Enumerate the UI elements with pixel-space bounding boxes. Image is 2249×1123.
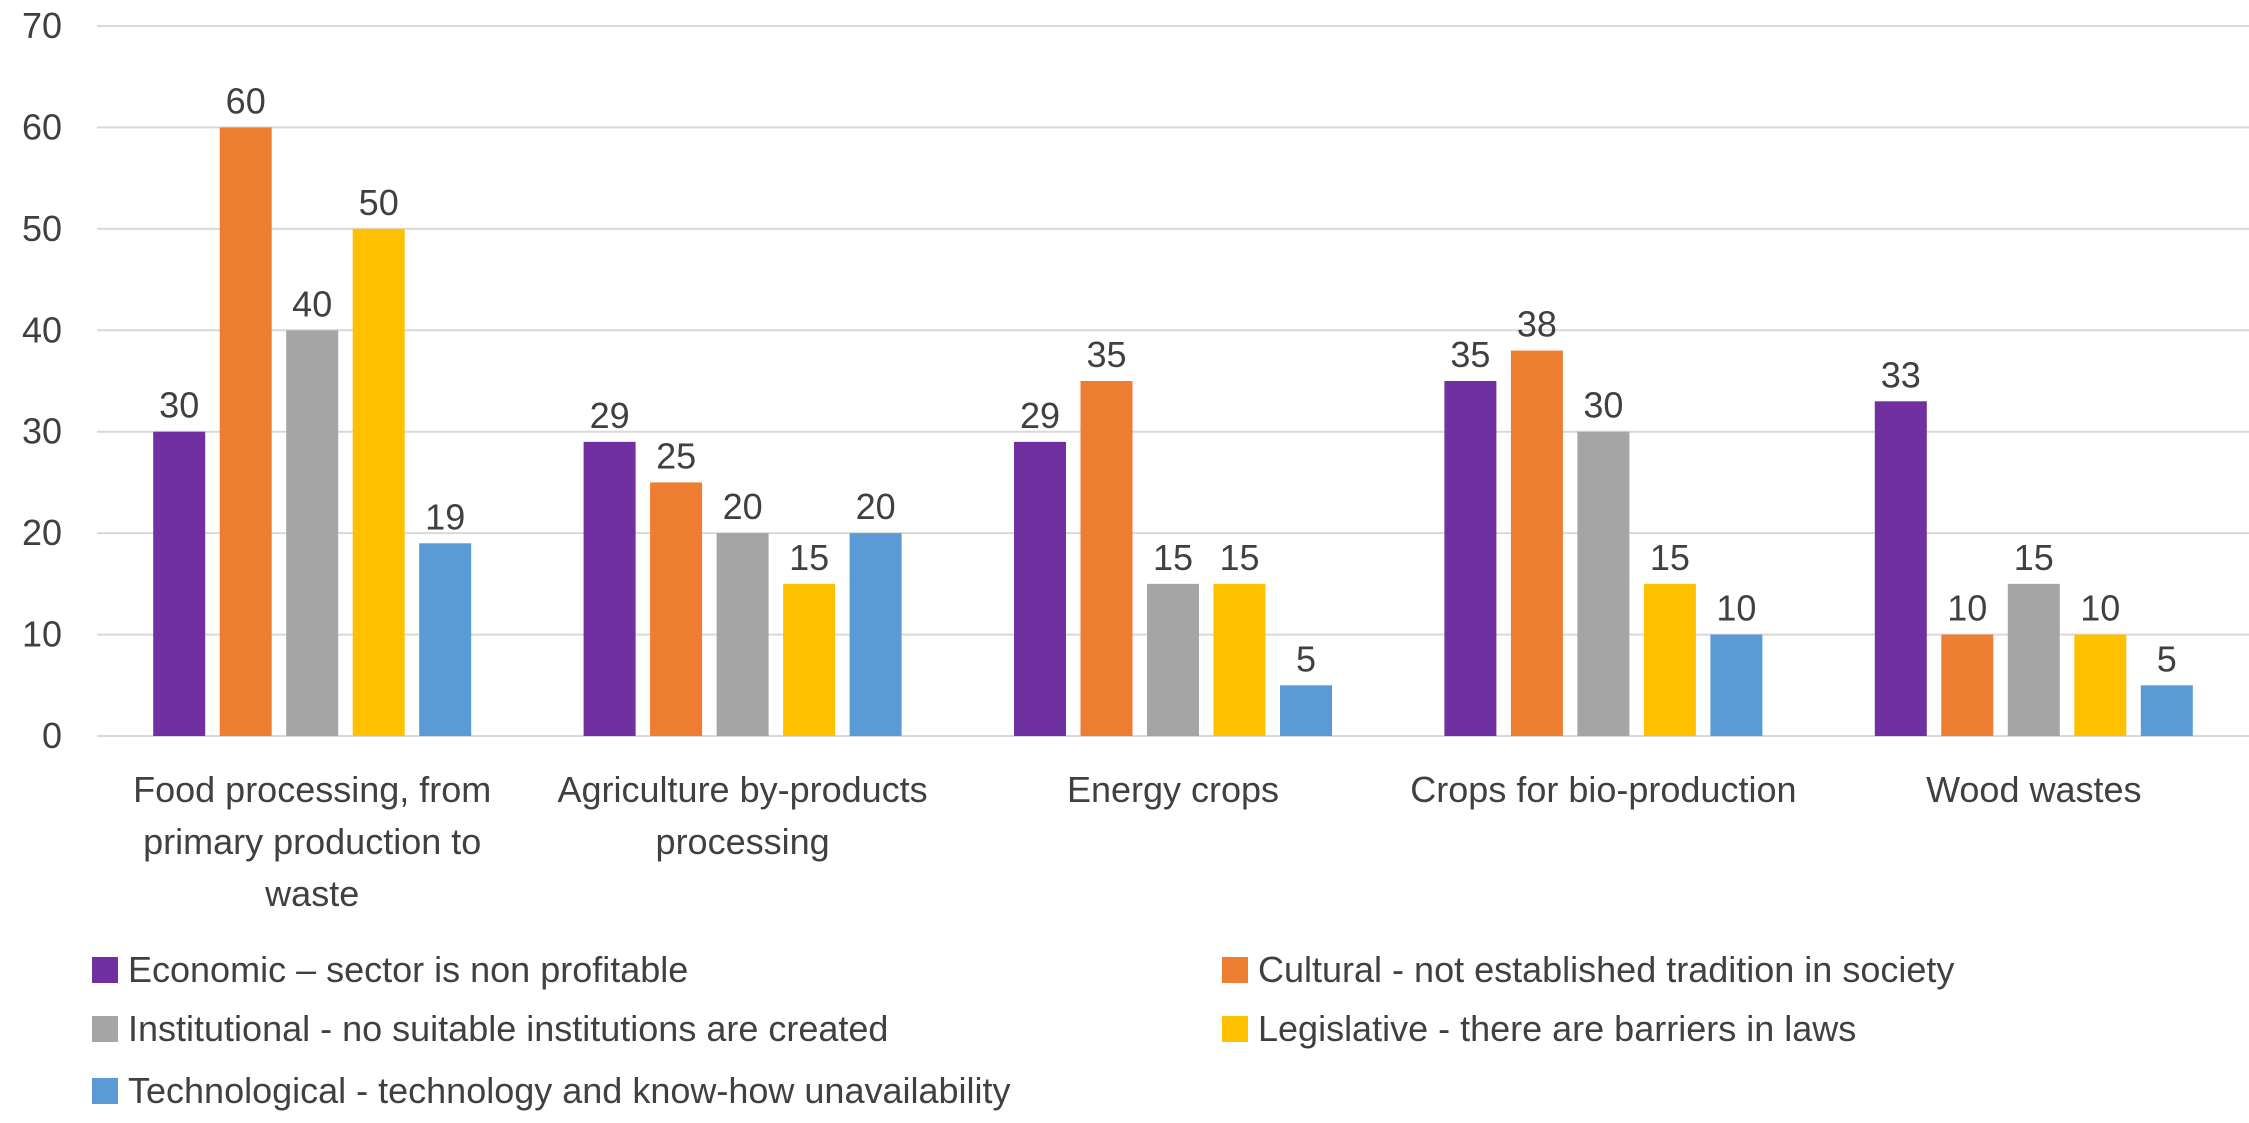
bar: [1014, 441, 1066, 736]
data-label: 20: [856, 486, 896, 527]
x-axis-category-labels: Food processing, from primary production …: [133, 769, 2141, 914]
bar: [1444, 381, 1497, 736]
legend-item: Cultural - not established tradition in …: [1222, 949, 1954, 990]
bar: [849, 533, 902, 736]
data-label: 50: [359, 182, 399, 223]
data-label: 15: [2014, 537, 2054, 578]
data-label: 15: [1153, 537, 1193, 578]
bar: [1643, 583, 1696, 736]
data-label: 35: [1086, 334, 1126, 375]
y-tick-label: 20: [22, 512, 62, 553]
bar: [419, 543, 472, 736]
data-label: 15: [1219, 537, 1259, 578]
bar: [1213, 583, 1266, 736]
legend-label: Technological - technology and know-how …: [128, 1070, 1011, 1111]
category-label: primary production to: [143, 821, 481, 862]
y-tick-label: 60: [22, 106, 62, 147]
y-tick-label: 40: [22, 309, 62, 350]
bars: [153, 127, 2193, 736]
data-label: 15: [1650, 537, 1690, 578]
category-label: Crops for bio-production: [1410, 769, 1796, 810]
y-tick-label: 30: [22, 411, 62, 452]
legend-swatch: [92, 1016, 118, 1042]
data-label: 25: [656, 435, 696, 476]
bar: [1710, 634, 1763, 736]
bar: [1080, 381, 1133, 736]
y-tick-label: 50: [22, 208, 62, 249]
bar: [716, 533, 769, 736]
y-axis-ticks: 0 10 20 30 40 50 60 70: [22, 5, 62, 756]
legend-swatch: [1222, 957, 1248, 983]
y-tick-label: 10: [22, 614, 62, 655]
bar: [1577, 431, 1630, 736]
legend-item: Technological - technology and know-how …: [92, 1070, 1011, 1111]
bar: [650, 482, 703, 736]
data-label: 60: [226, 80, 266, 121]
data-label: 35: [1450, 334, 1490, 375]
legend-swatch: [1222, 1016, 1248, 1042]
bar: [219, 127, 272, 736]
bar: [2140, 685, 2193, 736]
data-label: 33: [1881, 354, 1921, 395]
y-tick-label: 0: [42, 715, 62, 756]
data-label: 15: [789, 537, 829, 578]
bar: [286, 330, 339, 736]
category-label: Agriculture by-products: [558, 769, 928, 810]
data-label: 30: [1583, 385, 1623, 426]
bar: [2007, 583, 2060, 736]
bar: [583, 441, 636, 736]
bar: [1147, 583, 1199, 736]
y-tick-label: 70: [22, 5, 62, 46]
legend: Economic – sector is non profitable Cultu…: [92, 949, 1954, 1111]
legend-item: Legislative - there are barriers in laws: [1222, 1008, 1856, 1049]
legend-label: Legislative - there are barriers in laws: [1258, 1008, 1856, 1049]
legend-label: Institutional - no suitable institutions…: [128, 1008, 888, 1049]
data-label: 38: [1517, 304, 1557, 345]
legend-swatch: [92, 1078, 118, 1104]
legend-item: Institutional - no suitable institutions…: [92, 1008, 888, 1049]
data-label: 10: [1947, 588, 1987, 629]
bar: [2074, 634, 2127, 736]
category-label: processing: [656, 821, 830, 862]
legend-item: Economic – sector is non profitable: [92, 949, 688, 990]
bar: [783, 583, 836, 736]
data-label: 10: [2080, 588, 2120, 629]
bar: [1510, 350, 1563, 736]
data-label: 19: [425, 496, 465, 537]
data-label: 29: [590, 395, 630, 436]
legend-swatch: [92, 957, 118, 983]
legend-label: Cultural - not established tradition in …: [1258, 949, 1954, 990]
category-label: Food processing, from: [133, 769, 491, 810]
data-label: 5: [2157, 638, 2177, 679]
legend-label: Economic – sector is non profitable: [128, 949, 688, 990]
data-label: 30: [159, 385, 199, 426]
data-label: 5: [1296, 638, 1316, 679]
data-labels: 30 60 40 50 19 29 25 20 15 20 29 35 15 15 5 35 38 30 15 10 3…: [159, 80, 2177, 679]
bar: [352, 228, 405, 736]
bar: [153, 431, 206, 736]
data-label: 10: [1716, 588, 1756, 629]
bar: [1874, 401, 1927, 736]
data-label: 29: [1020, 395, 1060, 436]
data-label: 20: [723, 486, 763, 527]
category-label: waste: [264, 873, 359, 914]
bar: [1941, 634, 1994, 736]
category-label: Energy crops: [1067, 769, 1279, 810]
data-label: 40: [292, 283, 332, 324]
bar: [1280, 685, 1332, 736]
category-label: Wood wastes: [1926, 769, 2141, 810]
